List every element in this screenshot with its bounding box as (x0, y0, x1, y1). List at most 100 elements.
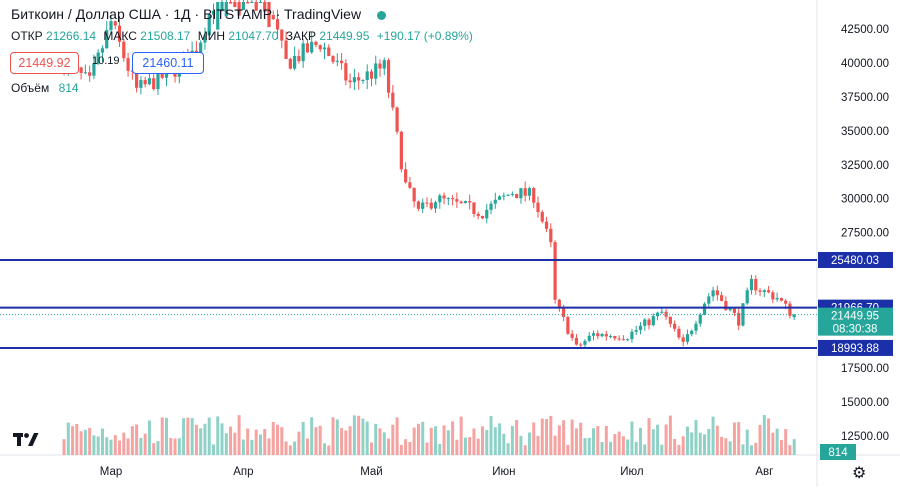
candle-body[interactable] (562, 307, 566, 318)
candle-body[interactable] (634, 329, 638, 332)
candle-body[interactable] (105, 30, 109, 49)
interval-label[interactable]: 1Д (173, 6, 191, 22)
candle-body[interactable] (459, 201, 463, 204)
candle-body[interactable] (220, 2, 224, 12)
candle-body[interactable] (233, 2, 237, 8)
candle-body[interactable] (199, 42, 203, 56)
candle-body[interactable] (587, 335, 591, 341)
candle-body[interactable] (557, 299, 561, 308)
candle-body[interactable] (749, 278, 754, 291)
candle-body[interactable] (527, 188, 532, 196)
candle-body[interactable] (660, 311, 664, 313)
candle-body[interactable] (79, 67, 83, 73)
candle-body[interactable] (711, 290, 715, 297)
candle-body[interactable] (630, 331, 634, 340)
candle-body[interactable] (143, 80, 147, 85)
candle-body[interactable] (540, 212, 544, 222)
candle-body[interactable] (608, 336, 613, 338)
candle-body[interactable] (583, 340, 587, 345)
candle-body[interactable] (331, 56, 335, 62)
symbol-name[interactable]: Биткоин / Доллар США (11, 6, 161, 22)
candle-body[interactable] (497, 196, 502, 200)
candle-body[interactable] (348, 80, 352, 83)
candle-body[interactable] (685, 334, 690, 342)
candle-body[interactable] (352, 77, 356, 83)
candle-body[interactable] (344, 63, 348, 81)
candle-body[interactable] (425, 202, 429, 204)
candle-body[interactable] (643, 319, 647, 326)
candle-body[interactable] (156, 70, 160, 90)
candle-body[interactable] (412, 187, 416, 202)
candle-body[interactable] (476, 213, 480, 216)
candle-body[interactable] (88, 72, 92, 76)
candle-body[interactable] (314, 41, 318, 46)
candle-body[interactable] (737, 312, 741, 326)
candle-body[interactable] (638, 325, 643, 330)
candle-body[interactable] (779, 298, 783, 301)
buy-price-button[interactable]: 21460.11 (132, 52, 204, 74)
candle-body[interactable] (792, 314, 796, 318)
candle-body[interactable] (224, 2, 228, 17)
candle-body[interactable] (480, 215, 485, 219)
candle-body[interactable] (677, 328, 681, 338)
candle-body[interactable] (544, 221, 549, 229)
candle-body[interactable] (357, 77, 361, 81)
candle-body[interactable] (126, 58, 130, 71)
candle-body[interactable] (211, 10, 216, 15)
candle-body[interactable] (391, 92, 395, 108)
candle-body[interactable] (246, 2, 250, 4)
candle-body[interactable] (254, 2, 258, 11)
candle-body[interactable] (305, 43, 310, 53)
candle-body[interactable] (698, 314, 702, 324)
candle-body[interactable] (724, 300, 728, 311)
candle-body[interactable] (271, 15, 275, 20)
candle-body[interactable] (741, 303, 745, 326)
candle-body[interactable] (433, 202, 438, 209)
candle-body[interactable] (429, 202, 433, 209)
candle-body[interactable] (647, 319, 651, 326)
candle-body[interactable] (382, 60, 386, 69)
candle-body[interactable] (784, 300, 788, 304)
candle-body[interactable] (485, 209, 489, 219)
candle-body[interactable] (553, 242, 557, 300)
candle-body[interactable] (135, 71, 139, 88)
candle-body[interactable] (732, 308, 737, 313)
candle-body[interactable] (228, 2, 233, 4)
candle-body[interactable] (762, 290, 766, 292)
candle-body[interactable] (322, 47, 327, 50)
candle-body[interactable] (766, 290, 771, 293)
candle-body[interactable] (399, 131, 403, 170)
candle-body[interactable] (673, 323, 677, 329)
candle-body[interactable] (775, 298, 779, 300)
candle-body[interactable] (502, 195, 506, 197)
candle-body[interactable] (318, 45, 322, 50)
candle-body[interactable] (566, 317, 570, 334)
gear-icon[interactable]: ⚙ (852, 465, 867, 482)
candle-body[interactable] (280, 29, 284, 41)
candle-body[interactable] (523, 188, 527, 196)
candle-body[interactable] (745, 290, 749, 304)
candle-body[interactable] (203, 35, 207, 43)
candle-body[interactable] (113, 21, 117, 26)
candle-body[interactable] (335, 60, 339, 62)
candle-body[interactable] (570, 333, 574, 338)
candle-body[interactable] (327, 47, 331, 57)
candle-body[interactable] (455, 199, 459, 202)
candle-body[interactable] (258, 2, 263, 3)
candle-body[interactable] (668, 316, 672, 324)
tradingview-logo-icon[interactable] (13, 430, 39, 448)
candle-body[interactable] (378, 63, 382, 69)
candle-body[interactable] (241, 2, 245, 10)
candle-body[interactable] (301, 43, 305, 62)
candle-body[interactable] (506, 194, 510, 196)
candle-body[interactable] (404, 169, 408, 183)
candle-body[interactable] (446, 198, 450, 200)
candle-body[interactable] (395, 107, 399, 132)
candle-body[interactable] (472, 202, 476, 214)
candle-body[interactable] (596, 333, 600, 337)
candle-body[interactable] (92, 63, 96, 76)
candle-body[interactable] (788, 303, 792, 316)
candle-body[interactable] (707, 296, 711, 304)
candle-body[interactable] (574, 337, 579, 345)
candle-body[interactable] (288, 58, 292, 69)
